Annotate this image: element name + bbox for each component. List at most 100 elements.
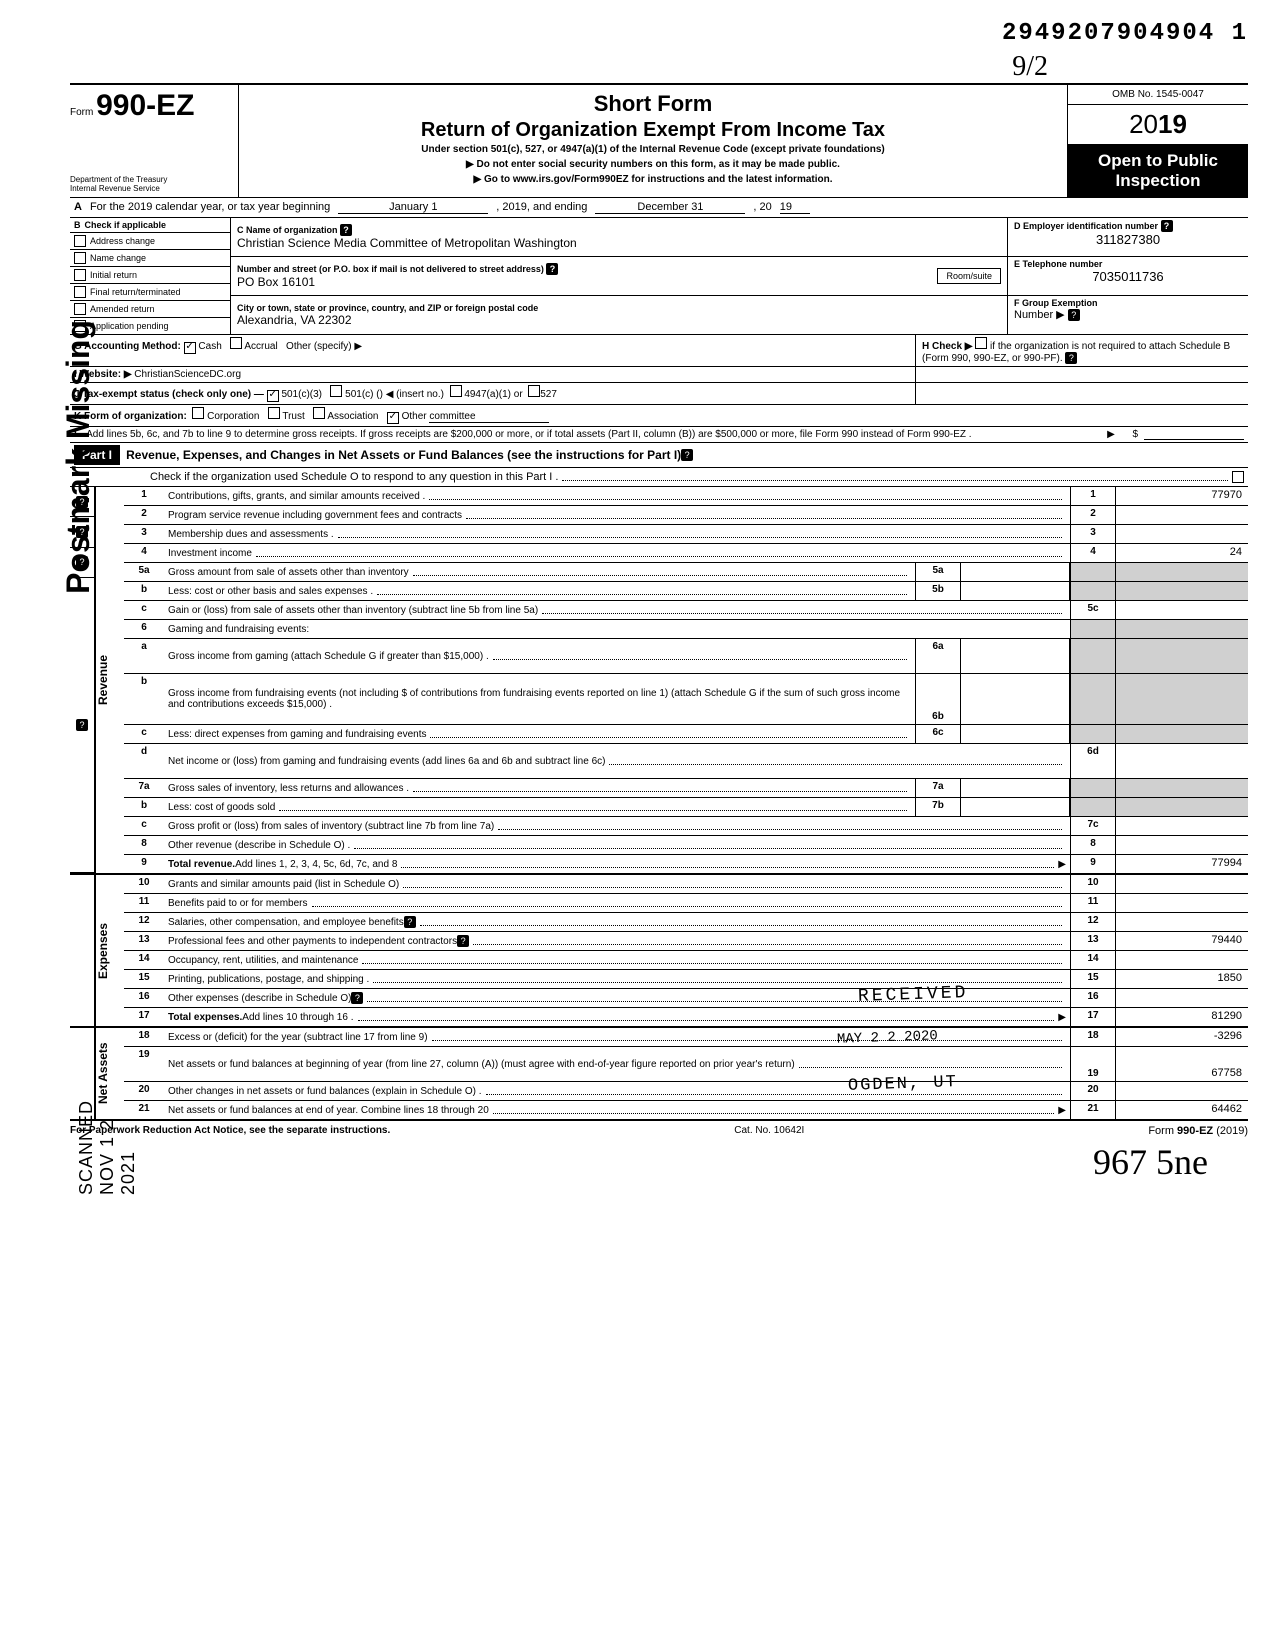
check-schedule-b[interactable] [975,337,987,349]
help-col-exp [70,875,95,1026]
line-15-num: 15 [124,970,164,988]
website[interactable]: ChristianScienceDC.org [134,369,241,380]
line-7a-subval[interactable] [961,779,1070,797]
tax-year-begin[interactable]: January 1 [338,201,488,214]
org-name[interactable]: Christian Science Media Committee of Met… [237,236,1001,250]
help-icon[interactable]: ? [1161,220,1173,232]
line-9-val[interactable]: 77994 [1115,855,1248,873]
help-icon[interactable]: ? [340,224,352,236]
check-address-change[interactable] [74,235,86,247]
line-13-num: 13 [124,932,164,950]
line-6c-subval[interactable] [961,725,1070,743]
line-16-val[interactable] [1115,989,1248,1007]
line-2-desc: Program service revenue including govern… [168,510,462,521]
help-icon[interactable]: ? [1065,352,1077,364]
check-other-org[interactable]: ✓ [387,412,399,424]
check-501c[interactable] [330,385,342,397]
line-6a-subval[interactable] [961,639,1070,673]
telephone[interactable]: 7035011736 [1014,269,1242,284]
help-icon[interactable]: ? [546,263,558,275]
help-icon[interactable]: ? [76,719,88,731]
line-15-val[interactable]: 1850 [1115,970,1248,988]
check-association[interactable] [313,407,325,419]
line-18-val[interactable]: -3296 [1115,1028,1248,1046]
line-10-val[interactable] [1115,875,1248,893]
check-527[interactable] [528,385,540,397]
line-5a-subval[interactable] [961,563,1070,581]
gross-receipts[interactable] [1144,439,1244,440]
check-schedule-o-part1[interactable] [1232,471,1244,483]
year-suffix: 19 [1158,109,1187,139]
check-initial-return[interactable] [74,269,86,281]
check-trust[interactable] [268,407,280,419]
check-cash[interactable]: ✓ [184,342,196,354]
check-final-return[interactable] [74,286,86,298]
tax-year-end-yy[interactable]: 19 [780,201,810,214]
line-18-box: 18 [1070,1028,1115,1046]
line-17-box: 17 [1070,1008,1115,1026]
check-4947[interactable] [450,385,462,397]
ein[interactable]: 311827380 [1014,232,1242,247]
check-accrual[interactable] [230,337,242,349]
other-org-value[interactable]: committee [429,411,549,423]
city-state-zip[interactable]: Alexandria, VA 22302 [237,313,1001,327]
part-1-title: Revenue, Expenses, and Changes in Net As… [126,448,681,462]
line-8-num: 8 [124,836,164,854]
main-title: Return of Organization Exempt From Incom… [247,119,1059,142]
line-8-val[interactable] [1115,836,1248,854]
line-1-val[interactable]: 77970 [1115,487,1248,505]
d-label: D Employer identification number [1014,221,1158,231]
line-13-val[interactable]: 79440 [1115,932,1248,950]
help-icon[interactable]: ? [76,526,88,538]
help-icon[interactable]: ? [351,992,363,1004]
line-9-desc-bold: Total revenue. [168,859,235,870]
check-amended[interactable] [74,303,86,315]
help-icon[interactable]: ? [1068,309,1080,321]
line-5c-box: 5c [1070,601,1115,619]
line-6a-shade [1070,639,1115,673]
line-4-val[interactable]: 24 [1115,544,1248,562]
line-6-num: 6 [124,620,164,638]
help-icon[interactable]: ? [681,449,693,461]
l-text: Add lines 5b, 6c, and 7b to line 9 to de… [86,429,1101,440]
help-icon[interactable]: ? [404,916,416,928]
line-2-val[interactable] [1115,506,1248,524]
line-11-val[interactable] [1115,894,1248,912]
label-name-change: Name change [90,253,146,263]
ogden-stamp: OGDEN, UT [848,1073,958,1096]
line-21-box: 21 [1070,1101,1115,1119]
street-address[interactable]: PO Box 16101 [237,275,929,289]
line-19-val[interactable]: 67758 [1115,1047,1248,1081]
line-17-val[interactable]: 81290 [1115,1008,1248,1026]
line-3-val[interactable] [1115,525,1248,543]
check-501c3[interactable]: ✓ [267,390,279,402]
footer-form-num: 990-EZ [1177,1125,1213,1137]
line-7a-sub: 7a [915,779,961,797]
help-icon[interactable]: ? [457,935,469,947]
line-6b-subval[interactable] [961,674,1070,724]
line-20-val[interactable] [1115,1082,1248,1100]
line-5b-subval[interactable] [961,582,1070,600]
line-21-val[interactable]: 64462 [1115,1101,1248,1119]
check-corporation[interactable] [192,407,204,419]
line-11-desc: Benefits paid to or for members [168,898,308,909]
line-14-val[interactable] [1115,951,1248,969]
line-7b-subval[interactable] [961,798,1070,816]
label-initial-return: Initial return [90,270,137,280]
col-org-info: C Name of organization ? Christian Scien… [231,218,1007,334]
help-icon[interactable]: ? [76,496,88,508]
check-name-change[interactable] [74,252,86,264]
line-7c-val[interactable] [1115,817,1248,835]
b-label: B [74,220,81,230]
label-501c-suffix: ) ◀ (insert no.) [380,389,444,400]
line-10-box: 10 [1070,875,1115,893]
line-12-val[interactable] [1115,913,1248,931]
help-icon[interactable]: ? [76,556,88,568]
line-9-desc: Add lines 1, 2, 3, 4, 5c, 6d, 7c, and 8 [235,859,397,870]
line-10-desc: Grants and similar amounts paid (list in… [168,879,399,890]
row-l: L Add lines 5b, 6c, and 7b to line 9 to … [70,427,1248,443]
line-6d-val[interactable] [1115,744,1248,778]
tax-year-end[interactable]: December 31 [595,201,745,214]
line-5c-val[interactable] [1115,601,1248,619]
line-15-box: 15 [1070,970,1115,988]
